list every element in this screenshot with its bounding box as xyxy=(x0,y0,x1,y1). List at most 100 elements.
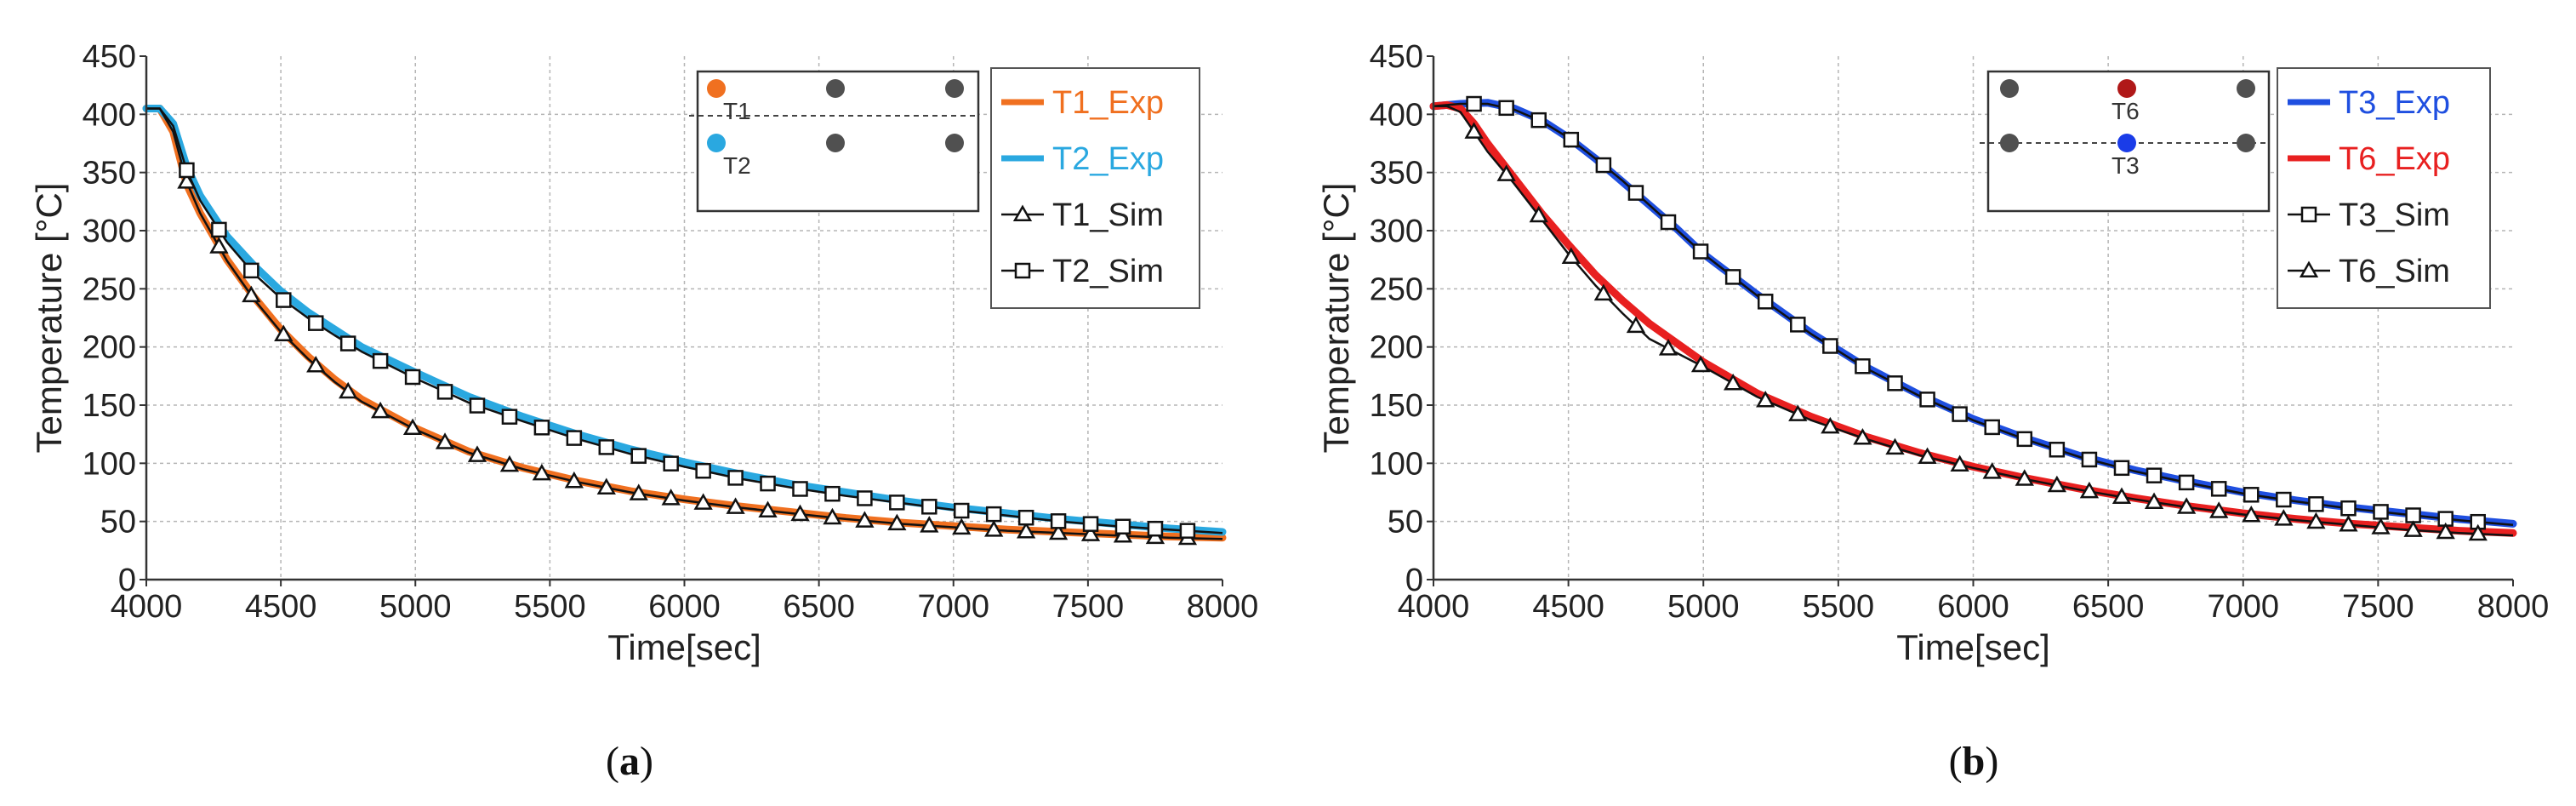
sensor-dot xyxy=(2000,134,2019,152)
data-marker-T2_Sim xyxy=(1179,523,1196,539)
data-marker-T3_Sim xyxy=(1627,185,1644,201)
data-marker-T6_Sim xyxy=(2468,523,2488,541)
legend-marker-T6_Sim xyxy=(2299,260,2319,277)
data-marker-T3_Sim xyxy=(1822,338,1838,354)
data-marker-T1_Sim xyxy=(339,381,358,399)
data-marker-T6_Sim xyxy=(2274,509,2294,526)
data-marker-T2_Sim xyxy=(630,448,647,464)
data-marker-T1_Sim xyxy=(790,504,810,522)
x-tick-label: 7500 xyxy=(1052,589,1125,625)
data-marker-T6_Sim xyxy=(2015,469,2034,486)
legend-label-T3_Exp: T3_Exp xyxy=(2339,85,2450,121)
x-tick-label: 7000 xyxy=(2207,589,2279,625)
data-marker-T6_Sim xyxy=(1756,391,1775,408)
data-marker-T3_Sim xyxy=(2276,491,2292,508)
data-marker-T3_Sim xyxy=(1855,358,1871,374)
data-marker-T6_Sim xyxy=(1853,428,1872,445)
sensor-dot xyxy=(2117,134,2136,152)
data-marker-T2_Sim xyxy=(179,162,195,179)
y-tick-label: 400 xyxy=(83,97,136,133)
data-marker-T6_Sim xyxy=(2047,475,2067,493)
data-marker-T6_Sim xyxy=(2306,512,2326,529)
data-marker-T6_Sim xyxy=(1821,416,1840,434)
y-axis-title: Temperature [°C] xyxy=(1316,183,1356,454)
data-marker-T3_Sim xyxy=(2373,504,2389,520)
data-marker-T3_Sim xyxy=(2243,487,2260,503)
data-marker-T3_Sim xyxy=(1919,392,1935,408)
data-marker-T1_Sim xyxy=(1016,522,1036,539)
x-tick-label: 7500 xyxy=(2342,589,2414,625)
y-tick-label: 250 xyxy=(83,272,136,307)
x-tick-label: 7000 xyxy=(917,589,989,625)
x-tick-label: 6500 xyxy=(783,589,855,625)
data-marker-T6_Sim xyxy=(1561,247,1581,265)
data-marker-T6_Sim xyxy=(1723,373,1743,391)
sensor-label-T6: T6 xyxy=(2112,98,2140,124)
y-tick-label: 350 xyxy=(83,156,136,191)
data-marker-T6_Sim xyxy=(1788,404,1808,421)
data-marker-T2_Sim xyxy=(921,499,938,515)
data-marker-T1_Sim xyxy=(532,463,552,481)
x-tick-label: 4500 xyxy=(1532,589,1604,625)
x-tick-label: 5000 xyxy=(1667,589,1740,625)
data-marker-T6_Sim xyxy=(2112,487,2132,504)
data-marker-T2_Sim xyxy=(598,439,615,455)
sensor-dot xyxy=(2000,79,2019,98)
data-marker-T1_Sim xyxy=(274,324,294,342)
data-marker-T6_Sim xyxy=(1918,447,1937,465)
data-marker-T3_Sim xyxy=(2081,451,2098,468)
data-marker-T3_Sim xyxy=(2308,496,2324,512)
legend-marker-T1_Sim xyxy=(1012,204,1033,221)
x-tick-label: 5500 xyxy=(514,589,586,625)
y-tick-label: 350 xyxy=(1370,156,1423,191)
y-tick-label: 50 xyxy=(100,505,136,540)
data-marker-T6_Sim xyxy=(2079,481,2100,499)
data-marker-T1_Sim xyxy=(726,497,745,514)
data-marker-T1_Sim xyxy=(435,432,455,449)
data-marker-T2_Sim xyxy=(695,462,711,479)
data-marker-T2_Sim xyxy=(1082,516,1099,532)
legend-marker-T2_Sim xyxy=(1014,262,1031,279)
sensor-dot xyxy=(945,134,964,152)
legend-label-T1_Sim: T1_Sim xyxy=(1052,197,1164,233)
data-marker-T6_Sim xyxy=(1626,316,1646,334)
data-marker-T3_Sim xyxy=(1984,419,2000,436)
data-marker-T3_Sim xyxy=(2146,467,2163,483)
data-marker-T3_Sim xyxy=(1692,243,1709,260)
y-tick-label: 150 xyxy=(83,388,136,424)
data-marker-T1_Sim xyxy=(693,493,713,510)
data-marker-T2_Sim xyxy=(792,481,808,497)
data-marker-T6_Sim xyxy=(2176,497,2197,514)
data-marker-T2_Sim xyxy=(1114,518,1131,534)
y-tick-label: 50 xyxy=(1388,505,1423,540)
data-marker-T1_Sim xyxy=(1048,523,1069,540)
data-marker-T1_Sim xyxy=(1113,525,1133,543)
data-marker-T6_Sim xyxy=(2144,492,2164,510)
data-marker-T3_Sim xyxy=(1595,157,1612,174)
sensor-dot xyxy=(2237,134,2255,152)
data-marker-T6_Sim xyxy=(1690,355,1711,373)
data-marker-T1_Sim xyxy=(855,511,875,528)
data-marker-T6_Sim xyxy=(2403,520,2423,537)
y-axis-title: Temperature [°C] xyxy=(29,183,69,454)
x-tick-label: 5000 xyxy=(379,589,452,625)
data-marker-T3_Sim xyxy=(1790,317,1806,333)
data-marker-T2_Sim xyxy=(404,369,421,386)
legend-label-T1_Exp: T1_Exp xyxy=(1052,85,1164,121)
x-axis-title: Time[sec] xyxy=(1896,627,2049,667)
data-marker-T6_Sim xyxy=(2436,522,2455,540)
sensor-dot xyxy=(945,79,964,98)
x-tick-label: 6000 xyxy=(1937,589,2009,625)
data-marker-T3_Sim xyxy=(1466,95,1482,112)
data-marker-T1_Sim xyxy=(887,513,907,531)
data-marker-T3_Sim xyxy=(2210,481,2227,497)
legend-label-T2_Exp: T2_Exp xyxy=(1052,141,1164,177)
chart-panel-a: 0 50 100 150 200 250 300 350 400 450 4000 4500 5000 5… xyxy=(29,39,1258,784)
data-marker-T2_Sim xyxy=(727,470,744,486)
sensor-label-T2: T2 xyxy=(723,152,751,179)
x-tick-label: 8000 xyxy=(1187,589,1259,625)
legend-label-T6_Exp: T6_Exp xyxy=(2339,141,2450,177)
data-marker-T6_Sim xyxy=(1950,454,1969,472)
data-marker-T1_Sim xyxy=(370,401,390,419)
data-marker-T6_Sim xyxy=(1496,164,1516,181)
